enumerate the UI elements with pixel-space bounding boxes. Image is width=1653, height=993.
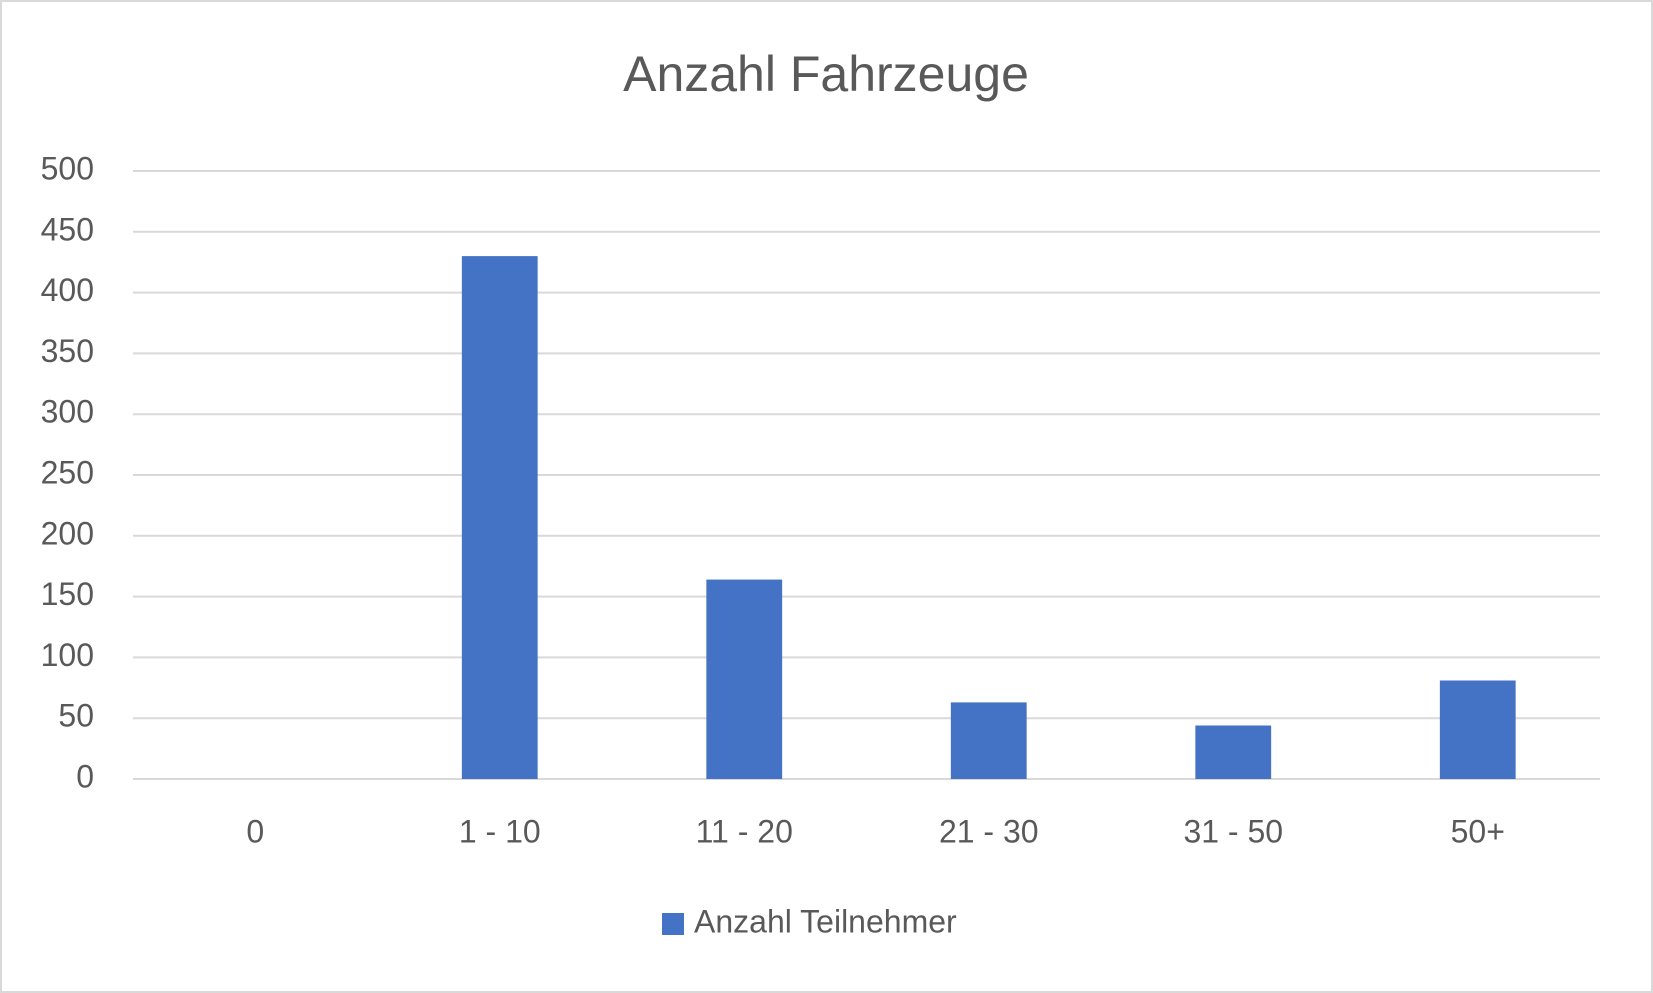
y-tick-label: 500 <box>41 150 94 186</box>
y-tick-label: 400 <box>41 272 94 308</box>
y-tick-label: 350 <box>41 333 94 369</box>
bar <box>950 702 1027 779</box>
bar <box>1439 680 1516 779</box>
x-tick-label: 0 <box>246 813 264 849</box>
legend-swatch <box>662 913 684 935</box>
x-tick-label: 1 - 10 <box>459 813 541 849</box>
y-tick-label: 50 <box>58 698 94 734</box>
legend-label: Anzahl Teilnehmer <box>694 903 957 939</box>
bar <box>461 256 538 779</box>
y-tick-label: 300 <box>41 394 94 430</box>
x-tick-label: 31 - 50 <box>1183 813 1283 849</box>
y-tick-label: 0 <box>76 758 94 794</box>
y-tick-label: 250 <box>41 454 94 490</box>
y-tick-label: 450 <box>41 211 94 247</box>
chart-title: Anzahl Fahrzeuge <box>623 46 1029 102</box>
y-tick-label: 150 <box>41 576 94 612</box>
x-tick-label: 21 - 30 <box>939 813 1039 849</box>
y-tick-label: 100 <box>41 637 94 673</box>
x-tick-label: 11 - 20 <box>696 813 793 849</box>
y-tick-label: 200 <box>41 515 94 551</box>
bar <box>706 579 783 779</box>
bar <box>1195 725 1272 779</box>
x-tick-label: 50+ <box>1451 813 1505 849</box>
